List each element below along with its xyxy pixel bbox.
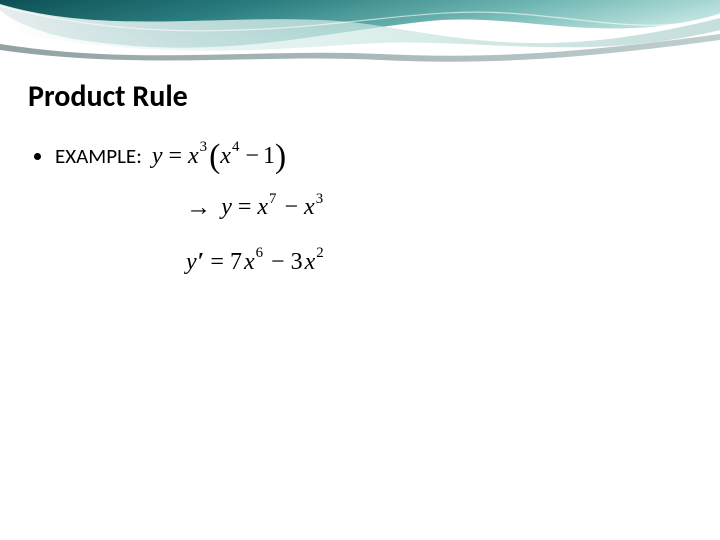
- eq2-equals: =: [238, 195, 252, 219]
- eq3-c2: 3: [291, 250, 303, 274]
- eq1-rparen: ): [275, 140, 286, 174]
- eq1-x2: x: [220, 144, 231, 168]
- eq3-x1: x: [244, 250, 255, 274]
- slide-title: Product Rule: [28, 78, 692, 115]
- eq3-prime: ′: [198, 250, 205, 274]
- decorative-banner: [0, 0, 720, 70]
- eq2-x1: x: [257, 195, 268, 219]
- bullet-icon: [34, 153, 41, 160]
- eq1-one: 1: [263, 144, 275, 168]
- eq3-exp6: 6: [256, 246, 263, 261]
- eq2-exp7: 7: [269, 192, 276, 207]
- arrow-icon: →: [186, 195, 211, 220]
- equation-2: → y = x 7 − x 3: [186, 195, 692, 220]
- eq1-exp3: 3: [200, 140, 207, 155]
- eq2-y: y: [221, 195, 232, 219]
- eq3-exp2: 2: [316, 246, 323, 261]
- wave-graphic: [0, 0, 720, 70]
- eq3-equals: =: [210, 250, 224, 274]
- bullet-row: EXAMPLE: y = x 3 ( x 4 − 1 ): [34, 139, 692, 173]
- eq1-equals: =: [168, 144, 182, 168]
- eq3-minus: −: [271, 250, 285, 274]
- equation-1: y = x 3 ( x 4 − 1 ): [152, 139, 286, 173]
- eq3-y: y: [186, 250, 197, 274]
- equation-3: y ′ = 7 x 6 − 3 x 2: [186, 250, 692, 274]
- eq1-y: y: [152, 144, 163, 168]
- slide-content: Product Rule EXAMPLE: y = x 3 ( x 4 − 1 …: [28, 78, 692, 274]
- bullet-label: EXAMPLE:: [55, 143, 142, 169]
- eq2-minus: −: [284, 195, 298, 219]
- eq1-lparen: (: [209, 140, 220, 174]
- eq1-minus: −: [245, 144, 259, 168]
- eq3-c1: 7: [230, 250, 242, 274]
- eq2-x2: x: [304, 195, 315, 219]
- eq3-x2: x: [305, 250, 316, 274]
- eq1-exp4: 4: [232, 140, 239, 155]
- eq2-exp3: 3: [316, 192, 323, 207]
- eq1-x1: x: [188, 144, 199, 168]
